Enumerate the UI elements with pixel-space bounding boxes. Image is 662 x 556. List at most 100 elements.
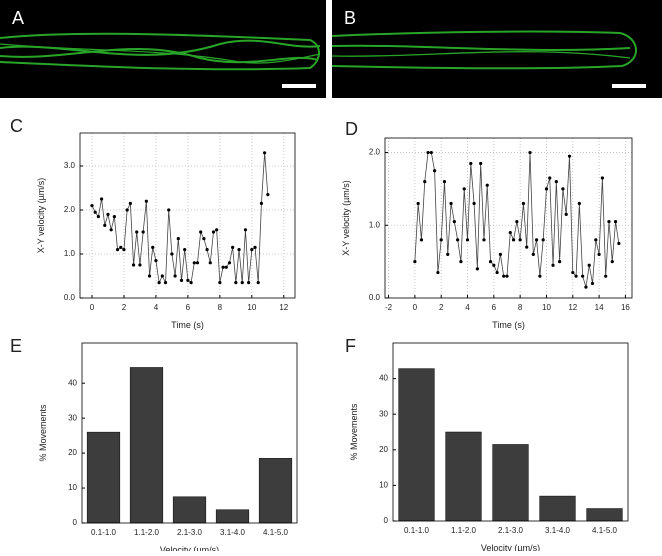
data-point (167, 208, 171, 212)
data-point (482, 238, 486, 242)
x-tick-label: 2.1-3.0 (498, 526, 523, 535)
x-tick-label: 0 (413, 303, 418, 312)
y-tick-label: 30 (379, 409, 388, 418)
y-axis-title: X-Y velocity (µm/s) (36, 178, 46, 254)
y-axis-title: % Movements (349, 403, 359, 461)
data-point (456, 238, 460, 242)
data-point (492, 263, 496, 267)
x-tick-label: 8 (518, 303, 523, 312)
data-point (195, 261, 200, 265)
data-point (147, 274, 152, 278)
data-point (459, 260, 463, 264)
y-axis-title: X-Y velocity (µm/s) (341, 180, 351, 256)
x-tick-label: 0.1-1.0 (91, 528, 116, 537)
data-point (237, 248, 241, 252)
y-tick-label: 40 (379, 374, 388, 383)
plot-frame (384, 137, 633, 299)
data-point (93, 210, 97, 214)
x-tick-label: 14 (595, 303, 604, 312)
data-point (186, 278, 190, 282)
data-point (128, 201, 132, 205)
data-point (135, 230, 139, 234)
data-point (183, 248, 187, 252)
data-point (154, 259, 158, 263)
data-point (141, 230, 145, 234)
x-tick-label: 2 (122, 303, 127, 312)
data-point (259, 201, 264, 205)
data-point (413, 260, 417, 264)
y-tick-label: 1.0 (64, 249, 76, 258)
data-point (469, 161, 473, 166)
bar (258, 458, 293, 524)
data-point (508, 230, 512, 235)
data-point (439, 238, 443, 242)
data-point (144, 199, 148, 203)
data-point (452, 220, 456, 224)
x-tick-label: 4.1-5.0 (263, 528, 288, 537)
x-axis-title: Time (s) (492, 320, 525, 330)
x-tick-label: 12 (279, 303, 288, 312)
data-point (436, 270, 440, 275)
data-point (564, 212, 568, 216)
data-point (90, 204, 94, 208)
data-point (151, 245, 155, 249)
data-point (208, 261, 212, 265)
data-point (442, 180, 447, 184)
data-point (122, 248, 126, 252)
data-point (449, 201, 453, 206)
y-tick-label: 3.0 (64, 161, 76, 170)
data-line (414, 152, 620, 288)
y-tick-label: 1.0 (369, 220, 381, 229)
data-point (554, 180, 558, 184)
data-point (541, 238, 545, 242)
data-point (163, 281, 168, 285)
x-tick-label: 6 (492, 303, 497, 312)
data-point (597, 252, 601, 256)
data-point (176, 237, 180, 241)
data-point (610, 260, 614, 264)
y-tick-label: 10 (68, 483, 77, 492)
data-point (170, 252, 174, 256)
x-axis-title: Velocity (µm/s) (481, 543, 540, 551)
bar (398, 368, 435, 522)
x-tick-label: 10 (247, 303, 256, 312)
panel-label: A (12, 8, 24, 28)
data-point (528, 150, 532, 155)
data-point (495, 270, 499, 275)
data-point (574, 274, 578, 278)
data-point (218, 281, 222, 285)
data-point (488, 260, 493, 264)
bar (215, 509, 250, 524)
x-tick-label: 2 (439, 303, 444, 312)
data-point (498, 252, 503, 256)
data-point (231, 245, 235, 249)
data-point (221, 265, 225, 269)
data-point (131, 263, 136, 267)
data-point (433, 169, 437, 173)
x-tick-label: 8 (218, 303, 223, 312)
bar (492, 444, 529, 522)
data-point (571, 270, 575, 275)
data-line (91, 152, 269, 284)
x-tick-label: 6 (186, 303, 191, 312)
data-point (173, 274, 177, 278)
y-tick-label: 2.0 (369, 148, 381, 157)
y-axis-title: % Movements (38, 404, 48, 462)
x-axis-title: Time (s) (171, 320, 204, 330)
data-point (240, 281, 244, 285)
data-point (115, 248, 120, 252)
data-point (518, 238, 522, 242)
data-point (551, 263, 555, 267)
panel-label: D (345, 119, 358, 139)
plot-frame (392, 342, 629, 522)
data-point (613, 220, 618, 224)
y-tick-label: 0 (73, 518, 78, 527)
data-point (567, 154, 572, 158)
data-point (109, 228, 113, 232)
data-point (505, 274, 509, 278)
image-a: A (0, 0, 326, 98)
panel-label: E (10, 336, 22, 356)
bar (586, 508, 623, 522)
x-tick-label: 3.1-4.0 (220, 528, 245, 537)
data-point (604, 274, 608, 278)
